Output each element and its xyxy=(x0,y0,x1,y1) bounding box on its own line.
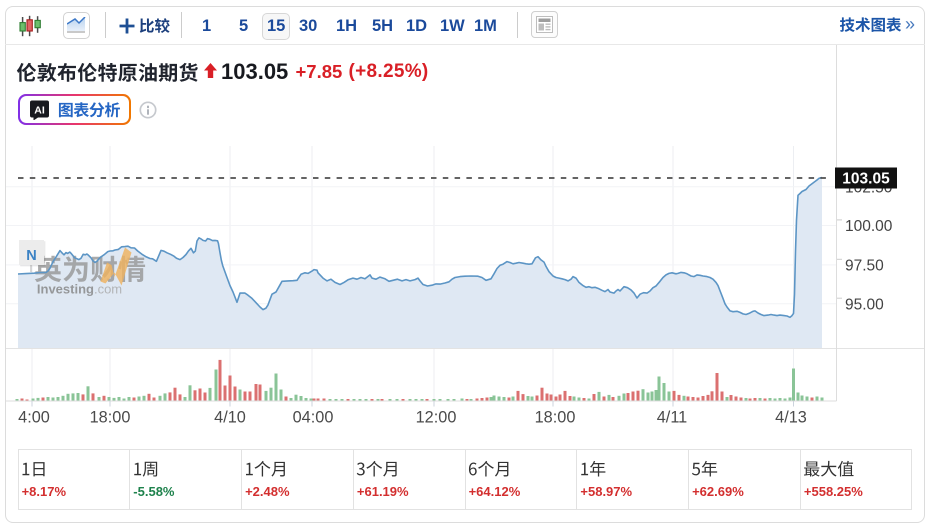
svg-text:N: N xyxy=(26,248,36,264)
svg-text:18:00: 18:00 xyxy=(90,409,131,427)
svg-text:12:00: 12:00 xyxy=(416,409,457,427)
svg-text:4/13: 4/13 xyxy=(775,409,807,427)
svg-text:Investing.com: Investing.com xyxy=(37,282,122,297)
svg-text:95.00: 95.00 xyxy=(845,297,884,314)
svg-text:4/11: 4/11 xyxy=(657,409,687,427)
svg-text:4/10: 4/10 xyxy=(214,409,246,427)
svg-text:18:00: 18:00 xyxy=(535,409,576,427)
svg-text:AI: AI xyxy=(34,105,45,117)
svg-text:97.50: 97.50 xyxy=(845,258,884,275)
svg-text:04:00: 04:00 xyxy=(293,409,334,427)
svg-text:4:00: 4:00 xyxy=(18,409,50,427)
svg-text:100.00: 100.00 xyxy=(845,218,893,235)
svg-text:103.05: 103.05 xyxy=(842,171,890,188)
